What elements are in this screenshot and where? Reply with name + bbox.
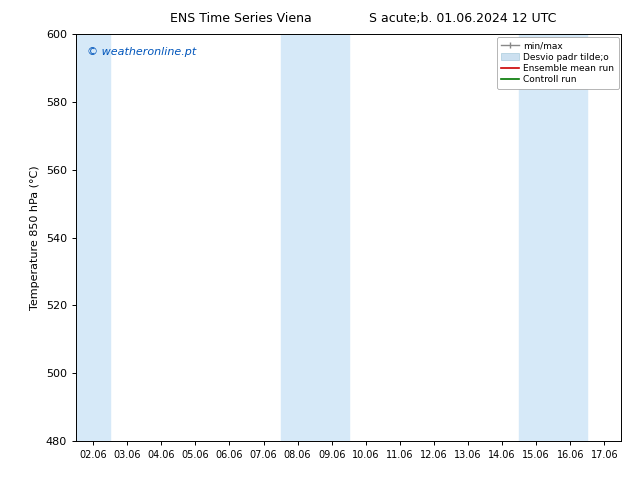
Legend: min/max, Desvio padr tilde;o, Ensemble mean run, Controll run: min/max, Desvio padr tilde;o, Ensemble m…	[497, 37, 619, 89]
Bar	[280, 34, 349, 441]
Text: S acute;b. 01.06.2024 12 UTC: S acute;b. 01.06.2024 12 UTC	[369, 12, 557, 25]
Text: © weatheronline.pt: © weatheronline.pt	[87, 47, 197, 56]
Text: ENS Time Series Viena: ENS Time Series Viena	[170, 12, 312, 25]
Bar	[519, 34, 587, 441]
Bar	[76, 34, 110, 441]
Y-axis label: Temperature 850 hPa (°C): Temperature 850 hPa (°C)	[30, 165, 40, 310]
